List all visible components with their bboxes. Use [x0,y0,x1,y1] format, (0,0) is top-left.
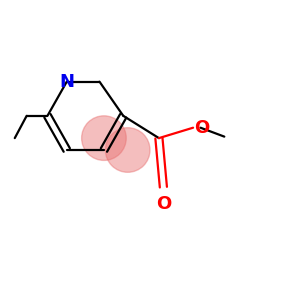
Circle shape [105,128,150,172]
Text: O: O [195,119,210,137]
Circle shape [82,116,126,160]
Text: N: N [59,73,74,91]
Text: O: O [156,195,171,213]
